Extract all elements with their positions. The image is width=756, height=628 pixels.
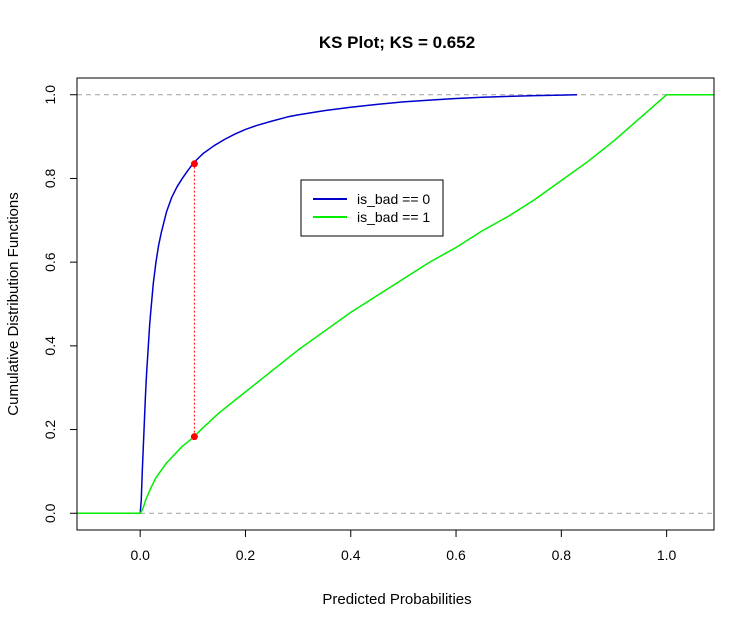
series-lines bbox=[77, 93, 714, 515]
ks-point-lower bbox=[190, 433, 198, 441]
plot-frame bbox=[76, 77, 715, 531]
y-axis-label: Cumulative Distribution Functions bbox=[5, 192, 22, 415]
legend-label-0: is_bad == 0 bbox=[357, 191, 430, 207]
reference-lines bbox=[77, 94, 714, 514]
y-tick-label-1: 0.2 bbox=[42, 420, 58, 440]
x-tick-label-5: 1.0 bbox=[657, 547, 677, 563]
y-tick-label-4: 0.8 bbox=[42, 169, 58, 189]
x-tick-label-0: 0.0 bbox=[130, 547, 150, 563]
x-axis-label: Predicted Probabilities bbox=[322, 591, 471, 608]
x-tick-label-4: 0.8 bbox=[552, 547, 572, 563]
chart-title: KS Plot; KS = 0.652 bbox=[319, 33, 475, 52]
x-axis: 0.0 0.2 0.4 0.6 0.8 1.0 bbox=[130, 530, 677, 563]
series-line-0 bbox=[77, 93, 578, 515]
y-tick-label-2: 0.4 bbox=[42, 336, 58, 356]
y-tick-label-0: 0.0 bbox=[42, 503, 58, 523]
y-tick-label-3: 0.6 bbox=[42, 252, 58, 272]
x-tick-label-3: 0.6 bbox=[446, 547, 466, 563]
legend: is_bad == 0 is_bad == 1 bbox=[300, 179, 444, 237]
series-line-1 bbox=[77, 93, 714, 515]
y-tick-label-5: 1.0 bbox=[42, 85, 58, 105]
ks-marker bbox=[190, 160, 198, 441]
ks-point-upper bbox=[190, 160, 198, 168]
legend-box bbox=[300, 179, 444, 237]
legend-label-1: is_bad == 1 bbox=[357, 209, 430, 225]
x-tick-label-2: 0.4 bbox=[341, 547, 361, 563]
y-axis: 0.0 0.2 0.4 0.6 0.8 1.0 bbox=[42, 85, 77, 523]
x-tick-label-1: 0.2 bbox=[236, 547, 256, 563]
